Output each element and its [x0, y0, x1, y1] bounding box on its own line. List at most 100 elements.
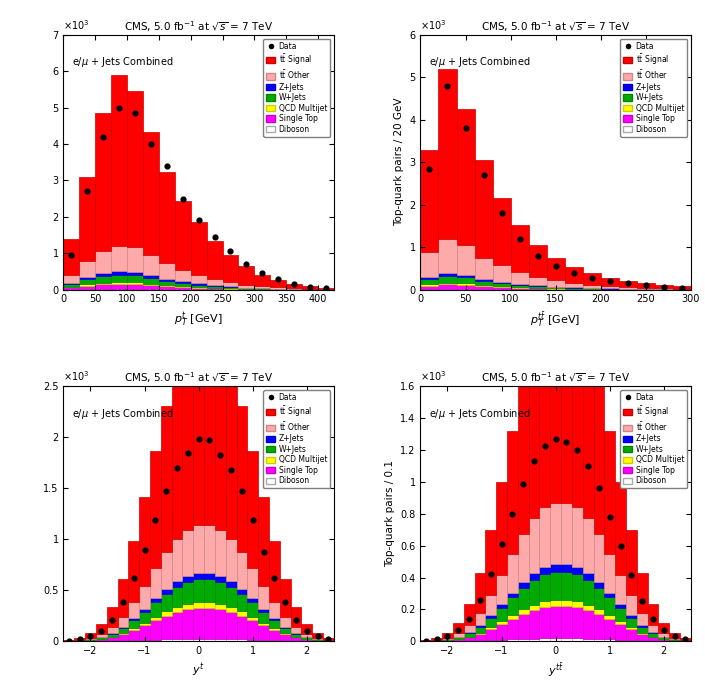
Bar	[150, 599, 161, 602]
Bar	[493, 282, 510, 283]
Bar	[237, 611, 247, 615]
Data	[550, 261, 561, 272]
Data	[640, 279, 651, 291]
Bar	[183, 581, 193, 604]
Bar	[280, 633, 290, 634]
Bar	[474, 258, 493, 279]
Data	[431, 634, 442, 645]
Data	[496, 208, 507, 219]
Bar	[143, 278, 159, 284]
Bar	[626, 530, 637, 595]
Text: $\times10^{3}$: $\times10^{3}$	[420, 18, 447, 32]
Bar	[106, 634, 118, 636]
Bar	[529, 245, 546, 277]
Data	[193, 215, 204, 226]
Data	[225, 246, 236, 257]
Data	[568, 268, 580, 279]
Bar	[175, 270, 191, 282]
Bar	[529, 580, 539, 604]
Data	[241, 259, 252, 270]
Data	[676, 282, 687, 293]
Bar	[128, 630, 139, 641]
Bar	[637, 283, 655, 288]
Data	[507, 508, 518, 519]
Bar	[290, 627, 302, 633]
Data	[226, 464, 237, 475]
Bar	[420, 279, 439, 284]
Bar	[517, 383, 529, 534]
Data	[460, 123, 471, 134]
Bar	[496, 608, 507, 622]
Bar	[539, 567, 551, 574]
Data	[288, 279, 300, 290]
Bar	[237, 406, 247, 552]
Bar	[226, 612, 237, 639]
Bar	[191, 288, 207, 289]
Data	[145, 139, 157, 150]
Data	[647, 613, 658, 625]
Bar	[118, 617, 128, 627]
Bar	[238, 266, 255, 284]
Bar	[63, 283, 80, 284]
Bar	[159, 172, 175, 263]
Text: $\times10^{3}$: $\times10^{3}$	[63, 369, 90, 383]
Bar	[507, 597, 517, 615]
Bar	[85, 639, 96, 640]
Data	[117, 597, 128, 608]
Bar	[615, 622, 626, 625]
Bar	[193, 602, 204, 608]
Bar	[474, 285, 493, 286]
Bar	[269, 628, 280, 630]
Bar	[150, 620, 161, 640]
Bar	[111, 284, 127, 289]
Bar	[539, 319, 551, 507]
Bar	[457, 277, 474, 284]
Data	[82, 186, 93, 197]
Bar	[150, 640, 161, 641]
Bar	[529, 286, 546, 288]
Bar	[63, 287, 80, 289]
Bar	[106, 633, 118, 634]
Bar	[648, 637, 658, 641]
Bar	[457, 285, 474, 289]
Bar	[191, 222, 207, 275]
Text: e/$\mu$ + Jets Combined: e/$\mu$ + Jets Combined	[72, 407, 173, 421]
Bar	[128, 620, 139, 628]
Bar	[594, 588, 604, 609]
Bar	[453, 622, 464, 634]
Data	[572, 445, 583, 456]
Bar	[80, 277, 95, 279]
Bar	[139, 622, 150, 625]
Data	[658, 625, 670, 636]
Data	[128, 572, 140, 583]
Bar	[510, 284, 529, 285]
Bar	[139, 640, 150, 641]
Bar	[237, 589, 247, 594]
Bar	[183, 346, 193, 530]
Bar	[171, 581, 183, 587]
Bar	[118, 634, 128, 641]
Bar	[420, 284, 439, 286]
Bar	[615, 482, 626, 575]
Bar	[583, 285, 601, 288]
Data	[539, 441, 551, 452]
Bar	[551, 307, 561, 503]
Bar	[583, 519, 594, 573]
Data	[97, 131, 109, 142]
Bar	[529, 604, 539, 610]
Bar	[204, 574, 215, 579]
Text: e/$\mu$ + Jets Combined: e/$\mu$ + Jets Combined	[72, 55, 173, 69]
Data	[626, 569, 637, 581]
Bar	[551, 606, 561, 638]
Bar	[453, 634, 464, 637]
Bar	[583, 604, 594, 610]
Bar	[669, 638, 680, 639]
Bar	[302, 634, 312, 637]
Bar	[594, 534, 604, 582]
Bar	[223, 255, 238, 282]
Bar	[637, 625, 648, 627]
Bar	[175, 286, 191, 287]
Bar	[96, 637, 106, 638]
Bar	[106, 636, 118, 637]
Bar	[127, 273, 143, 275]
